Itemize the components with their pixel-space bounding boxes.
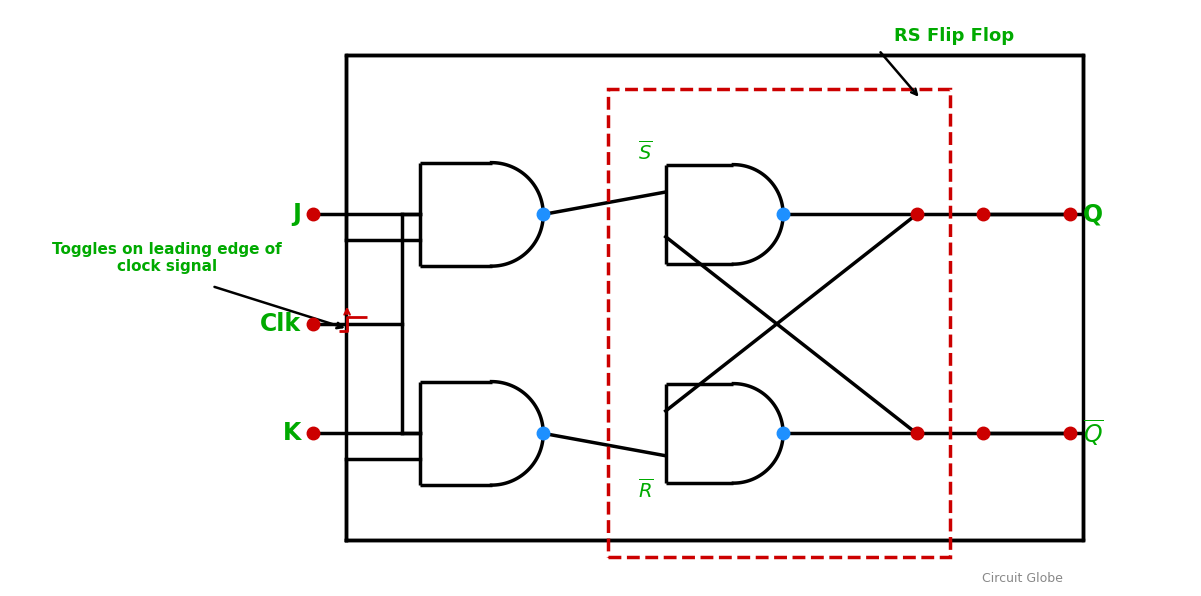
Text: Q: Q (1083, 203, 1103, 226)
Text: J: J (293, 203, 301, 226)
Text: $\overline{R}$: $\overline{R}$ (638, 479, 653, 502)
Text: $\overline{Q}$: $\overline{Q}$ (1083, 418, 1104, 448)
Text: $\overline{S}$: $\overline{S}$ (638, 140, 652, 163)
Text: Clk: Clk (261, 312, 301, 336)
Bar (608, 89, 950, 557)
Text: Circuit Globe: Circuit Globe (982, 572, 1063, 585)
Text: RS Flip Flop: RS Flip Flop (894, 27, 1014, 45)
Text: Toggles on leading edge of
clock signal: Toggles on leading edge of clock signal (52, 242, 282, 274)
Text: K: K (283, 421, 301, 445)
